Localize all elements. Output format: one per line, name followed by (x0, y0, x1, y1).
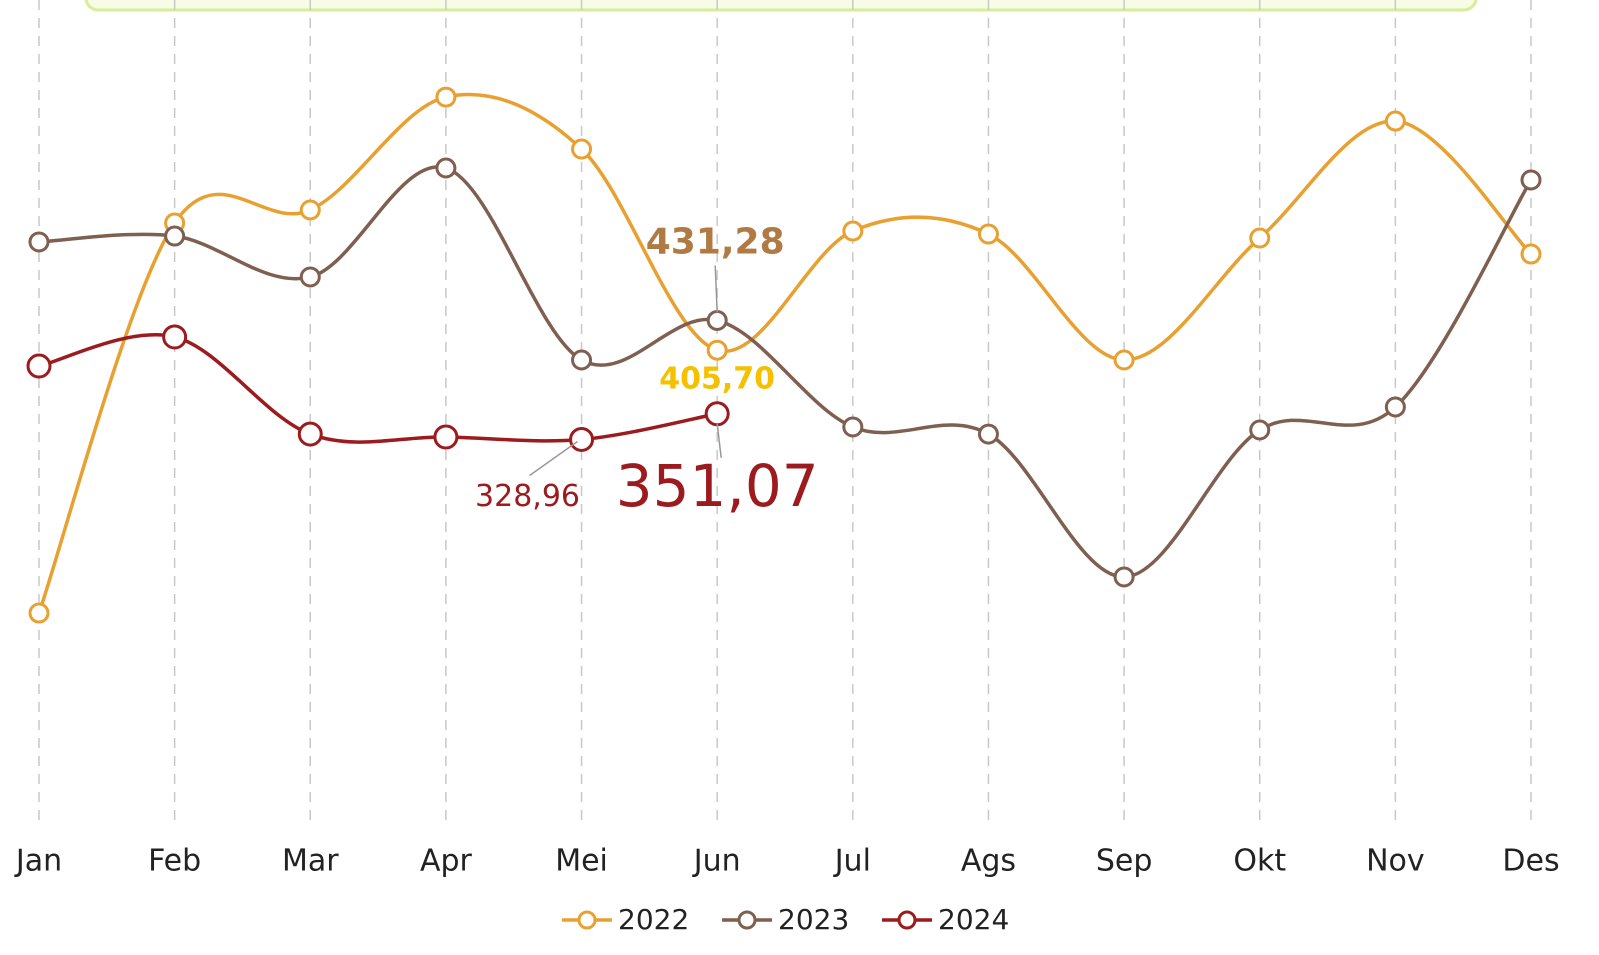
data-point (977, 423, 999, 445)
legend-marker (897, 910, 917, 930)
data-point (435, 157, 457, 179)
data-label: 405,70 (659, 362, 775, 397)
data-point (26, 353, 52, 379)
data-point (1113, 566, 1135, 588)
data-label: 431,28 (646, 221, 785, 262)
data-point (571, 349, 593, 371)
data-point (1384, 110, 1406, 132)
data-point (704, 401, 730, 427)
data-point (433, 424, 459, 450)
x-tick-label: Des (1502, 844, 1559, 879)
x-tick-label: Feb (148, 844, 201, 879)
data-point (299, 266, 321, 288)
x-tick-label: Sep (1096, 844, 1153, 879)
x-tick-label: Mar (282, 844, 339, 879)
data-point (162, 324, 188, 350)
data-point (706, 309, 728, 331)
x-tick-label: Mei (555, 844, 608, 879)
data-point (28, 231, 50, 253)
data-point (977, 223, 999, 245)
x-tick-label: Nov (1366, 844, 1425, 879)
x-tick-label: Apr (420, 844, 473, 879)
data-point (571, 138, 593, 160)
data-point (28, 602, 50, 624)
leader-line (529, 440, 578, 477)
top-panel (84, 0, 1478, 12)
data-label: 328,96 (475, 479, 580, 514)
leader-line (714, 265, 718, 313)
data-point (1520, 169, 1542, 191)
x-tick-label: Okt (1233, 844, 1286, 879)
x-tick-label: Jan (14, 844, 62, 879)
data-point (1113, 349, 1135, 371)
data-point (299, 199, 321, 221)
legend-label: 2024 (938, 903, 1009, 936)
data-label: 351,07 (616, 452, 819, 520)
series-line (38, 333, 718, 444)
x-tick-label: Ags (961, 844, 1016, 879)
data-point (842, 220, 864, 242)
series-line (37, 92, 1533, 614)
data-point (842, 416, 864, 438)
data-point (164, 225, 186, 247)
data-point (1249, 419, 1271, 441)
data-point (297, 421, 323, 447)
data-point (706, 339, 728, 361)
data-point (1384, 396, 1406, 418)
x-tick-label: Jun (692, 844, 741, 879)
x-tick-label: Jul (833, 844, 871, 879)
data-point (569, 426, 595, 452)
data-point (1520, 243, 1542, 265)
leader-line (716, 423, 722, 458)
data-point (1249, 227, 1271, 249)
legend-marker (577, 910, 597, 930)
legend-marker (737, 910, 757, 930)
legend-label: 2023 (778, 903, 849, 936)
data-point (435, 86, 457, 108)
legend-label: 2022 (618, 903, 689, 936)
